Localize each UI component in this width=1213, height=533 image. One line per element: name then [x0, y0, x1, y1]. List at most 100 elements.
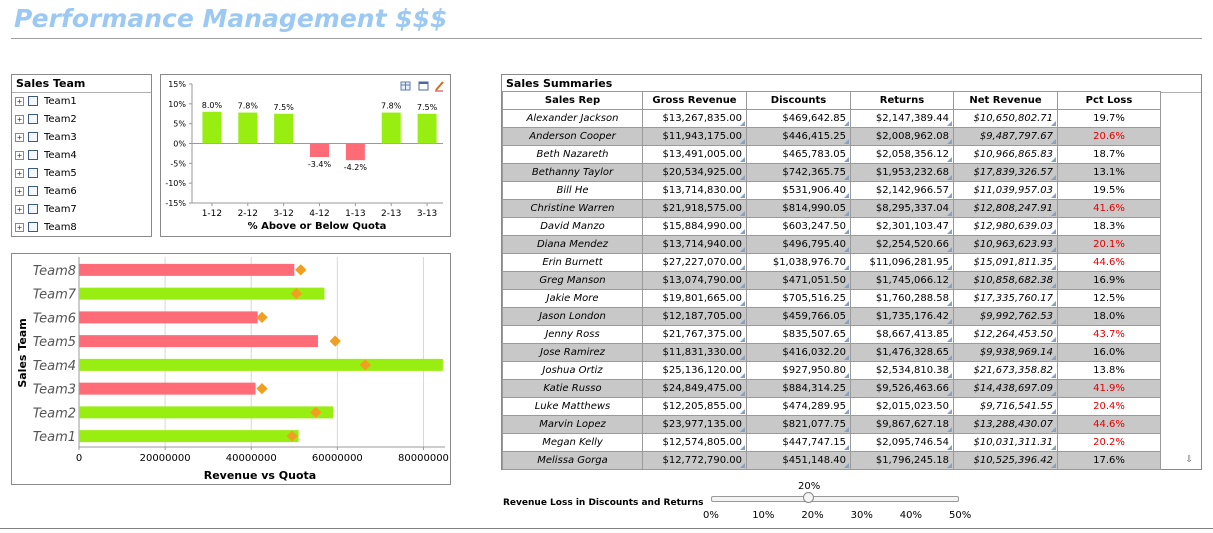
cell-value: 44.6% [1093, 257, 1125, 268]
revenue-bar [79, 406, 334, 419]
x-axis-title: % Above or Below Quota [248, 221, 387, 232]
cell-corner-icon [1051, 355, 1056, 360]
tree-item-label: Team6 [44, 185, 77, 197]
tree-item-team8[interactable]: + Team8 [15, 219, 77, 235]
table-row[interactable]: Bethanny Taylor $20,534,925.00 $742,365.75… [502, 163, 1161, 182]
table-row[interactable]: Megan Kelly $12,574,805.00 $447,747.15 $2,0… [502, 433, 1161, 452]
column-header[interactable]: Pct Loss [1057, 91, 1161, 110]
tree-checkbox[interactable] [28, 114, 38, 124]
table-row[interactable]: Melissa Gorga $12,772,790.00 $451,148.40 $1… [502, 451, 1161, 470]
table-row[interactable]: Anderson Cooper $11,943,175.00 $446,415.25… [502, 127, 1161, 146]
tree-checkbox[interactable] [28, 222, 38, 232]
cell-value: $447,747.15 [782, 437, 846, 448]
expand-icon[interactable]: + [15, 150, 24, 160]
column-header[interactable]: Gross Revenue [642, 91, 747, 110]
table-row[interactable]: Marvin Lopez $23,977,135.00 $821,077.75 $9,… [502, 415, 1161, 434]
table-row[interactable]: Erin Burnett $27,227,070.00 $1,038,976.70 $… [502, 253, 1161, 272]
table-row[interactable]: David Manzo $15,884,990.00 $603,247.50 $2,3… [502, 217, 1161, 236]
expand-icon[interactable]: + [15, 186, 24, 196]
sales-rep-cell: Diana Mendez [502, 235, 643, 254]
cell-corner-icon [1051, 391, 1056, 396]
revenue-loss-slider-thumb[interactable] [803, 492, 814, 503]
table-row[interactable]: Jenny Ross $21,767,375.00 $835,507.65 $8,66… [502, 325, 1161, 344]
cell-corner-icon [844, 247, 849, 252]
quota-chart-panel: 15% 10% 5% 0% -5% -10% -15% 8.0% 1-12 7.8% 2-12 7.5… [160, 74, 451, 237]
table-row[interactable]: Jason London $12,187,705.00 $459,766.05 $1,… [502, 307, 1161, 326]
expand-icon[interactable]: + [15, 132, 24, 142]
tree-item-team5[interactable]: + Team5 [15, 165, 77, 181]
cell-value: Bill He [556, 185, 589, 196]
table-row[interactable]: Bill He $13,714,830.00 $531,906.40 $2,142,9… [502, 181, 1161, 200]
table-row[interactable]: Luke Matthews $12,205,855.00 $474,289.95 $2… [502, 397, 1161, 416]
tree-checkbox[interactable] [28, 186, 38, 196]
expand-icon[interactable]: + [15, 168, 24, 178]
table-row[interactable]: Katie Russo $24,849,475.00 $884,314.25 $9,5… [502, 379, 1161, 398]
expand-icon[interactable]: + [15, 114, 24, 124]
cell-value: $1,735,176.42 [875, 311, 949, 322]
cell-value: $10,031,311.31 [973, 437, 1053, 448]
returns-cell: $2,095,746.54 [850, 433, 954, 452]
table-row[interactable]: Christine Warren $21,918,575.00 $814,990.0… [502, 199, 1161, 218]
x-tick-label: 60000000 [312, 453, 363, 464]
cell-value: Katie Russo [543, 383, 602, 394]
cell-corner-icon [740, 175, 745, 180]
tree-item-team1[interactable]: + Team1 [15, 93, 77, 109]
pct-loss-cell: 18.3% [1057, 217, 1161, 236]
column-header[interactable]: Sales Rep [502, 91, 643, 110]
slider-tick-label: 40% [899, 510, 923, 521]
tree-item-team3[interactable]: + Team3 [15, 129, 77, 145]
cell-value: $21,918,575.00 [662, 203, 742, 214]
tree-checkbox[interactable] [28, 96, 38, 106]
cell-value: Joshua Ortiz [542, 365, 603, 376]
scroll-down-icon[interactable]: ⇩ [1185, 455, 1193, 465]
column-header[interactable]: Discounts [746, 91, 851, 110]
pct-loss-cell: 19.5% [1057, 181, 1161, 200]
tree-item-label: Team4 [44, 149, 77, 161]
cell-corner-icon [844, 427, 849, 432]
slider-label: Revenue Loss in Discounts and Returns [503, 498, 704, 508]
pct-loss-cell: 20.1% [1057, 235, 1161, 254]
cell-corner-icon [740, 139, 745, 144]
net-revenue-cell: $9,992,762.53 [953, 307, 1058, 326]
window-icon [418, 81, 429, 91]
tree-checkbox[interactable] [28, 204, 38, 214]
tree-checkbox[interactable] [28, 150, 38, 160]
tree-item-team4[interactable]: + Team4 [15, 147, 77, 163]
sales-summaries-table: Sales Rep Gross Revenue Discounts Returns Ne… [502, 91, 1161, 470]
tree-item-team7[interactable]: + Team7 [15, 201, 77, 217]
y-tick-label: Team4 [33, 359, 76, 374]
cell-value: Megan Kelly [542, 437, 603, 448]
column-header[interactable]: Returns [850, 91, 954, 110]
expand-icon[interactable]: + [15, 96, 24, 106]
table-row[interactable]: Diana Mendez $13,714,940.00 $496,795.40 $2,… [502, 235, 1161, 254]
pct-loss-cell: 12.5% [1057, 289, 1161, 308]
x-tick-label: 2-13 [381, 209, 401, 219]
cell-value: $2,534,810.38 [875, 365, 949, 376]
cell-value: $13,714,940.00 [662, 239, 742, 250]
table-row[interactable]: Jose Ramirez $11,831,330.00 $416,032.20 $1,… [502, 343, 1161, 362]
net-revenue-cell: $17,335,760.17 [953, 289, 1058, 308]
gross-revenue-cell: $23,977,135.00 [642, 415, 747, 434]
cell-corner-icon [740, 265, 745, 270]
tree-checkbox[interactable] [28, 132, 38, 142]
cell-corner-icon [947, 283, 952, 288]
net-revenue-cell: $21,673,358.82 [953, 361, 1058, 380]
tree-item-label: Team2 [44, 113, 77, 125]
revenue-loss-slider-track[interactable] [711, 496, 959, 502]
cell-value: $9,867,627.18 [875, 419, 949, 430]
expand-icon[interactable]: + [15, 222, 24, 232]
cell-corner-icon [947, 121, 952, 126]
table-row[interactable]: Greg Manson $13,074,790.00 $471,051.50 $1,7… [502, 271, 1161, 290]
expand-icon[interactable]: + [15, 204, 24, 214]
table-row[interactable]: Jakie More $19,801,665.00 $705,516.25 $1,76… [502, 289, 1161, 308]
table-row[interactable]: Joshua Ortiz $25,136,120.00 $927,950.80 $2,… [502, 361, 1161, 380]
tree-item-team6[interactable]: + Team6 [15, 183, 77, 199]
cell-value: $884,314.25 [782, 383, 846, 394]
cell-value: Erin Burnett [542, 257, 603, 268]
tree-checkbox[interactable] [28, 168, 38, 178]
sales-rep-cell: Anderson Cooper [502, 127, 643, 146]
table-row[interactable]: Beth Nazareth $13,491,005.00 $465,783.05 $2… [502, 145, 1161, 164]
table-row[interactable]: Alexander Jackson $13,267,835.00 $469,642.… [502, 109, 1161, 128]
tree-item-team2[interactable]: + Team2 [15, 111, 77, 127]
column-header[interactable]: Net Revenue [953, 91, 1058, 110]
